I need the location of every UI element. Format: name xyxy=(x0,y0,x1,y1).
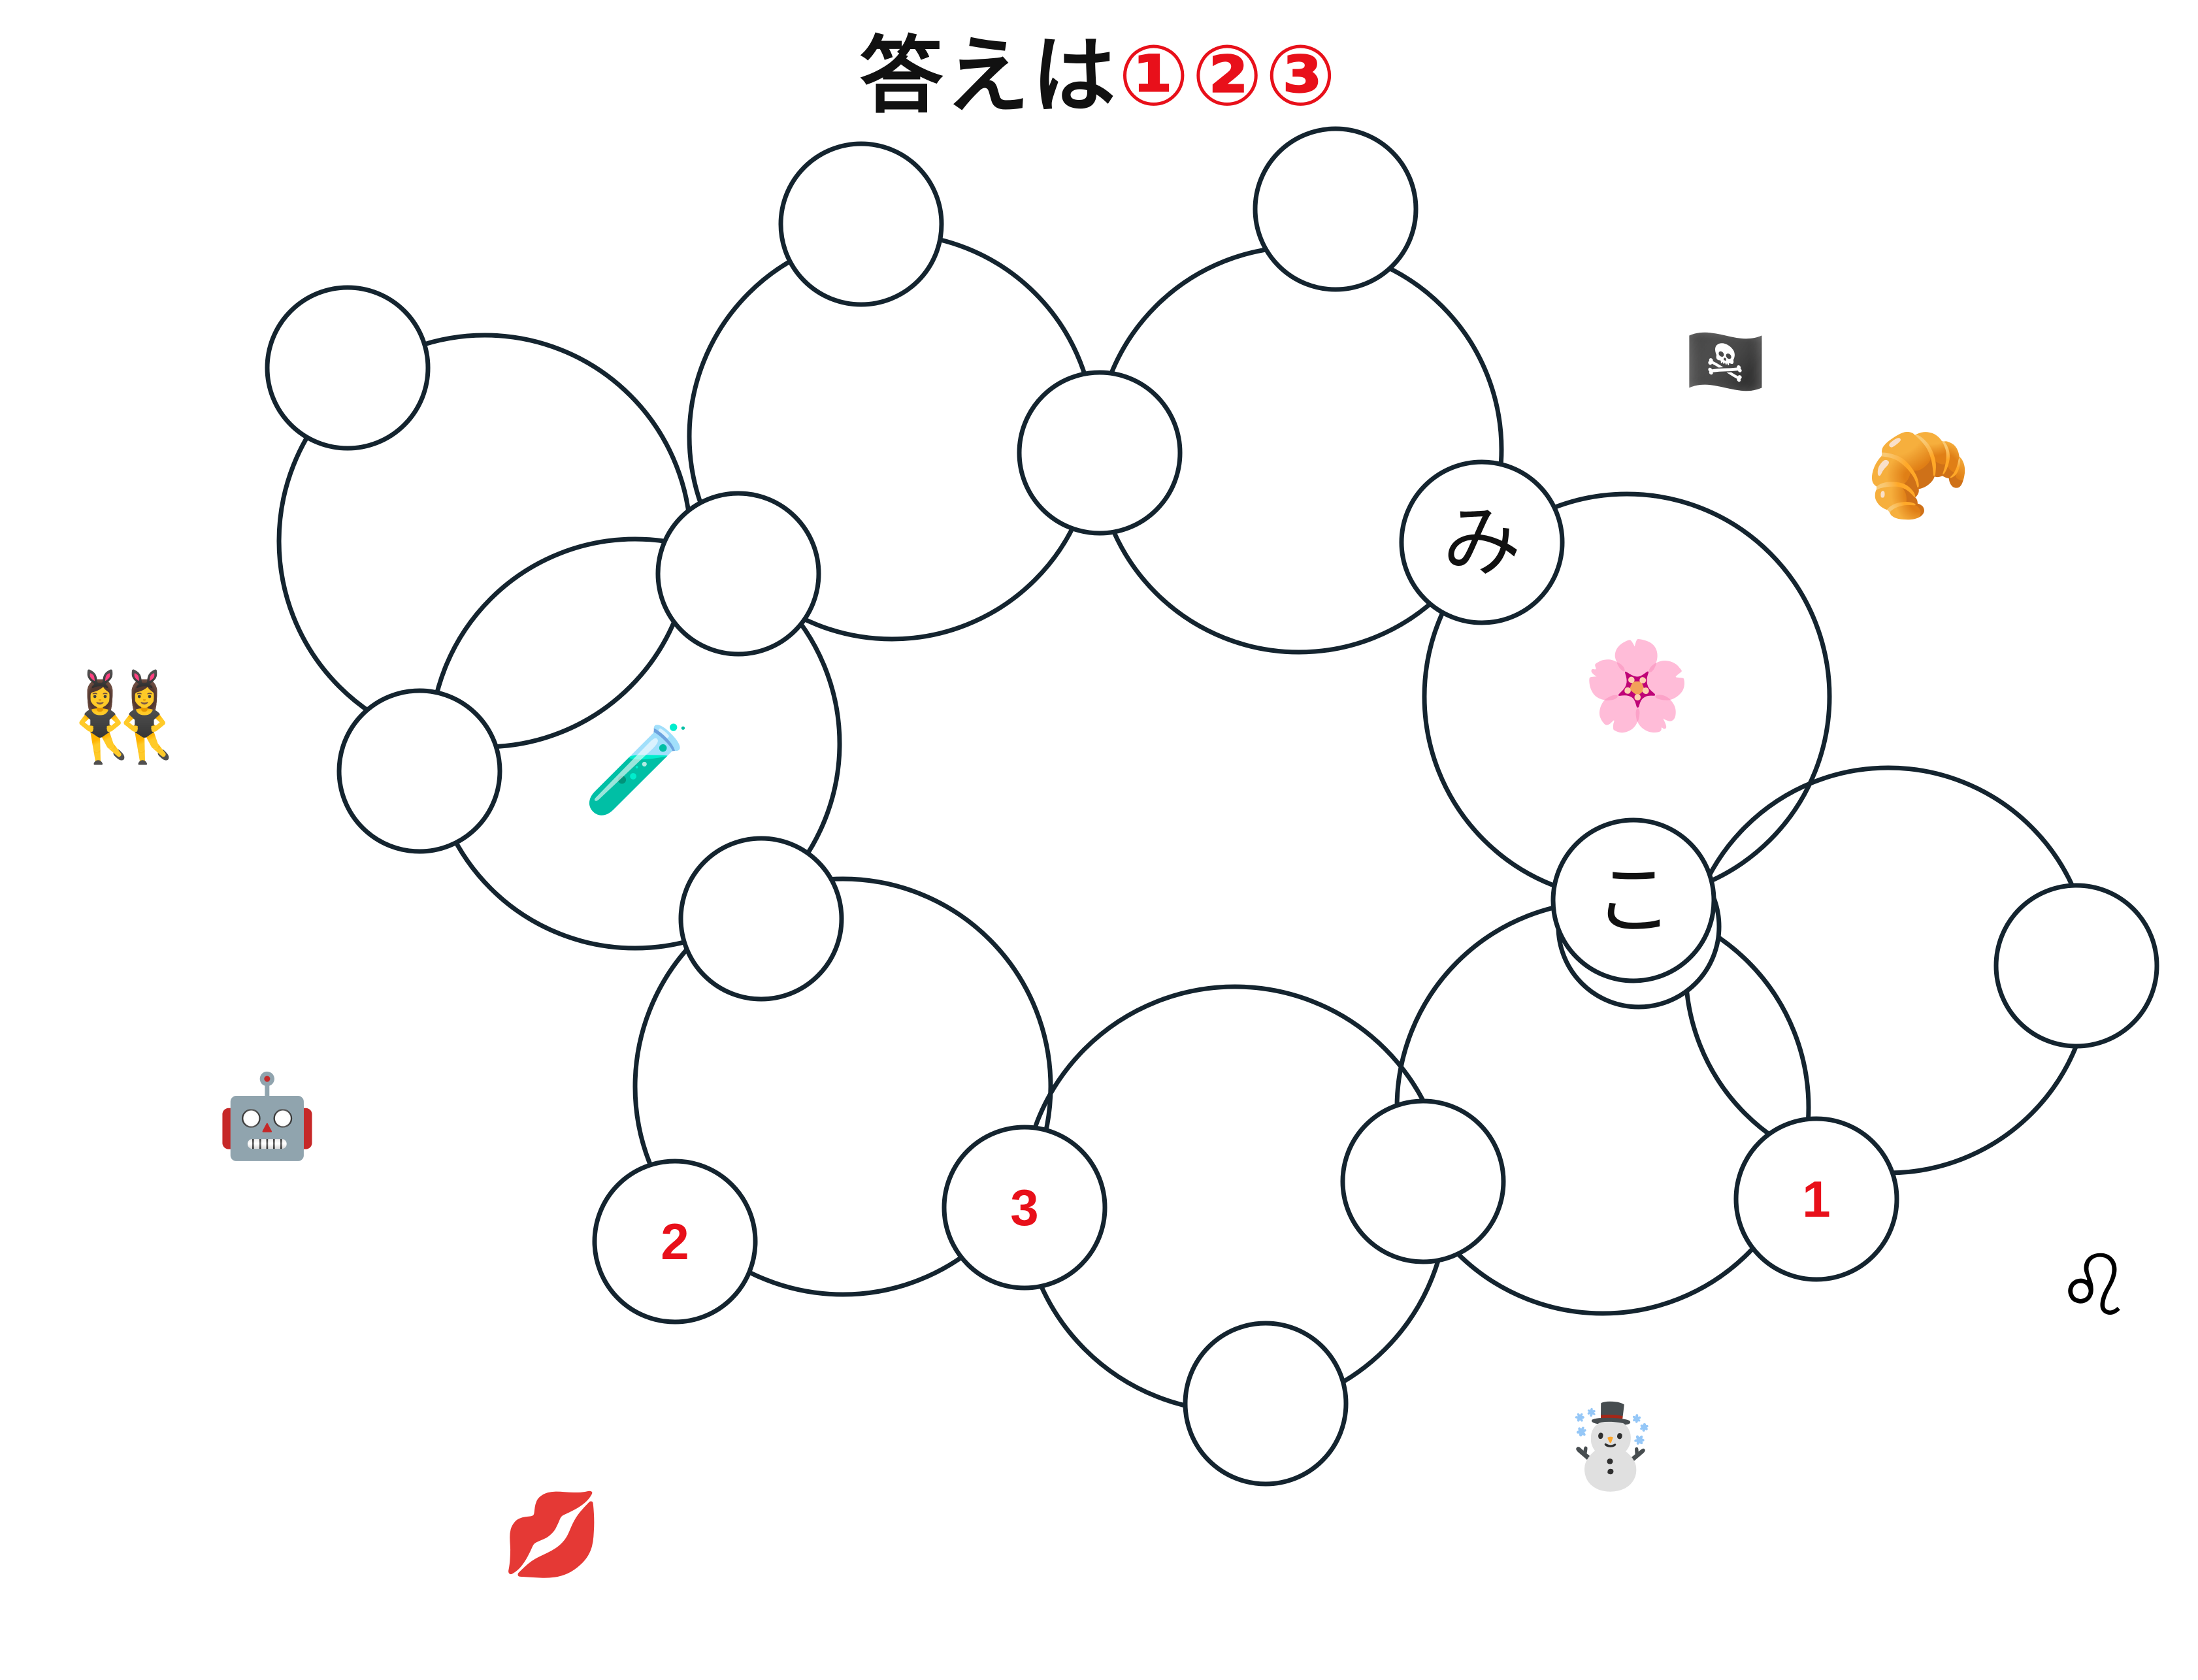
slot-3[interactable] xyxy=(1253,126,1419,292)
slot-6-circle[interactable] xyxy=(336,688,502,854)
slot-16[interactable]: 2 xyxy=(592,1159,758,1325)
slot-1-circle[interactable] xyxy=(265,285,431,451)
slot-12[interactable]: 1 xyxy=(1733,1116,1899,1282)
kiss-mark-icon: 💋 xyxy=(501,1487,603,1582)
slot-9-circle[interactable] xyxy=(678,836,844,1002)
slot-2-circle[interactable] xyxy=(778,141,944,307)
slot-4[interactable] xyxy=(1017,370,1183,536)
ring-bottom-left xyxy=(632,876,1053,1297)
test-tube-icon: 🧪 xyxy=(583,719,691,820)
leo-icon: ♌ xyxy=(2056,1237,2132,1335)
slot-9[interactable] xyxy=(678,836,844,1002)
slot-1[interactable] xyxy=(265,285,431,451)
slot-16-circle[interactable] xyxy=(592,1159,758,1325)
slot-3-circle[interactable] xyxy=(1253,126,1419,292)
slot-6[interactable] xyxy=(336,688,502,854)
slot-10-circle[interactable] xyxy=(1550,817,1716,983)
slot-13-circle[interactable] xyxy=(1340,1098,1506,1264)
slot-14[interactable] xyxy=(1183,1321,1349,1487)
slot-10[interactable]: こ xyxy=(1550,817,1716,983)
slot-12-label: 1 xyxy=(1802,1170,1830,1228)
slot-7[interactable]: み xyxy=(1399,459,1565,625)
slot-2[interactable] xyxy=(778,141,944,307)
title-text: 答えは xyxy=(859,27,1119,125)
slot-14-circle[interactable] xyxy=(1183,1321,1349,1487)
slot-15-label: 3 xyxy=(1010,1179,1038,1236)
slot-15[interactable]: 3 xyxy=(942,1125,1107,1291)
slot-4-circle[interactable] xyxy=(1017,370,1183,536)
slot-5[interactable] xyxy=(655,491,821,657)
pirate-flag-icon: 🏴‍☠️ xyxy=(1684,322,1767,400)
slot-10-label: こ xyxy=(1594,855,1673,946)
title-answer: ①②③ xyxy=(1118,27,1339,125)
snowman-icon: ☃️ xyxy=(1560,1398,1662,1494)
slot-7-circle[interactable] xyxy=(1399,459,1565,625)
croissant-icon: 🥐 xyxy=(1865,426,1971,525)
puzzle-title: 答えは①②③ xyxy=(0,26,2198,127)
slot-16-label: 2 xyxy=(661,1213,689,1270)
slot-15-circle[interactable] xyxy=(942,1125,1107,1291)
slot-7-label: み xyxy=(1443,497,1521,588)
slot-5-circle[interactable] xyxy=(655,491,821,657)
slot-11[interactable] xyxy=(1993,883,2159,1049)
slot-11-circle[interactable] xyxy=(1993,883,2159,1049)
slot-12-circle[interactable] xyxy=(1733,1116,1899,1282)
cherry-blossom-icon: 🌸 xyxy=(1583,635,1691,736)
bunny-dancers-icon: 👯‍♀️ xyxy=(69,667,178,768)
slot-13[interactable] xyxy=(1340,1098,1506,1264)
robot-icon: 🤖 xyxy=(216,1068,318,1164)
